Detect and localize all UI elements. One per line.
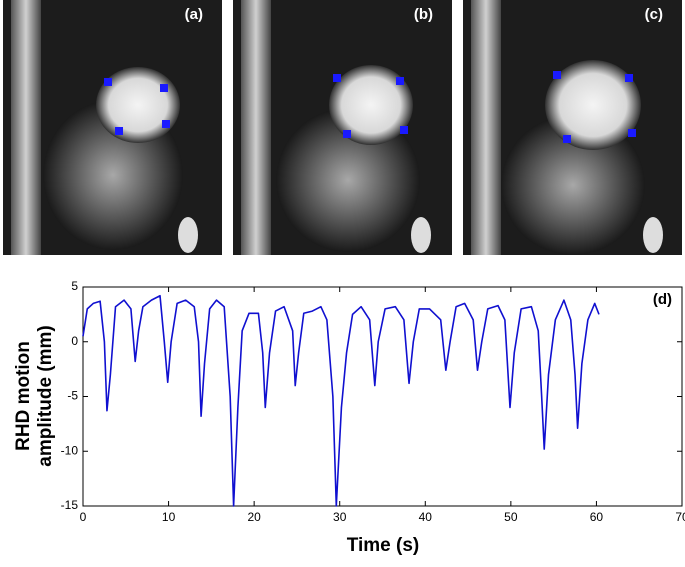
panel-label: (b) (414, 6, 433, 23)
panel-label: (a) (185, 6, 203, 23)
mri-panel: (b) (233, 0, 452, 255)
y-tick-label: 5 (71, 279, 78, 293)
x-tick-label: 60 (590, 510, 604, 524)
x-tick-label: 30 (333, 510, 347, 524)
y-axis-label: amplitude (mm) (35, 325, 56, 466)
x-tick-label: 0 (80, 510, 87, 524)
mri-panel: (c) (463, 0, 682, 255)
data-line (82, 294, 600, 507)
y-tick-label: -15 (61, 498, 79, 512)
chart-annotation: (d) (653, 291, 672, 308)
x-tick-label: 70 (675, 510, 685, 524)
panel-label: (c) (645, 6, 663, 23)
x-tick-label: 10 (162, 510, 176, 524)
y-tick-label: -10 (61, 443, 79, 457)
y-tick-label: 0 (71, 334, 78, 348)
chart: Time (s) RHD motion amplitude (mm) (d) 0… (13, 279, 685, 556)
x-tick-label: 20 (247, 510, 261, 524)
x-tick-label: 40 (419, 510, 433, 524)
x-tick-label: 50 (504, 510, 518, 524)
y-tick-label: -5 (67, 389, 78, 403)
x-axis-label: Time (s) (347, 535, 420, 556)
mri-panel: (a) (3, 0, 222, 255)
y-axis-label: RHD motion (13, 341, 34, 451)
